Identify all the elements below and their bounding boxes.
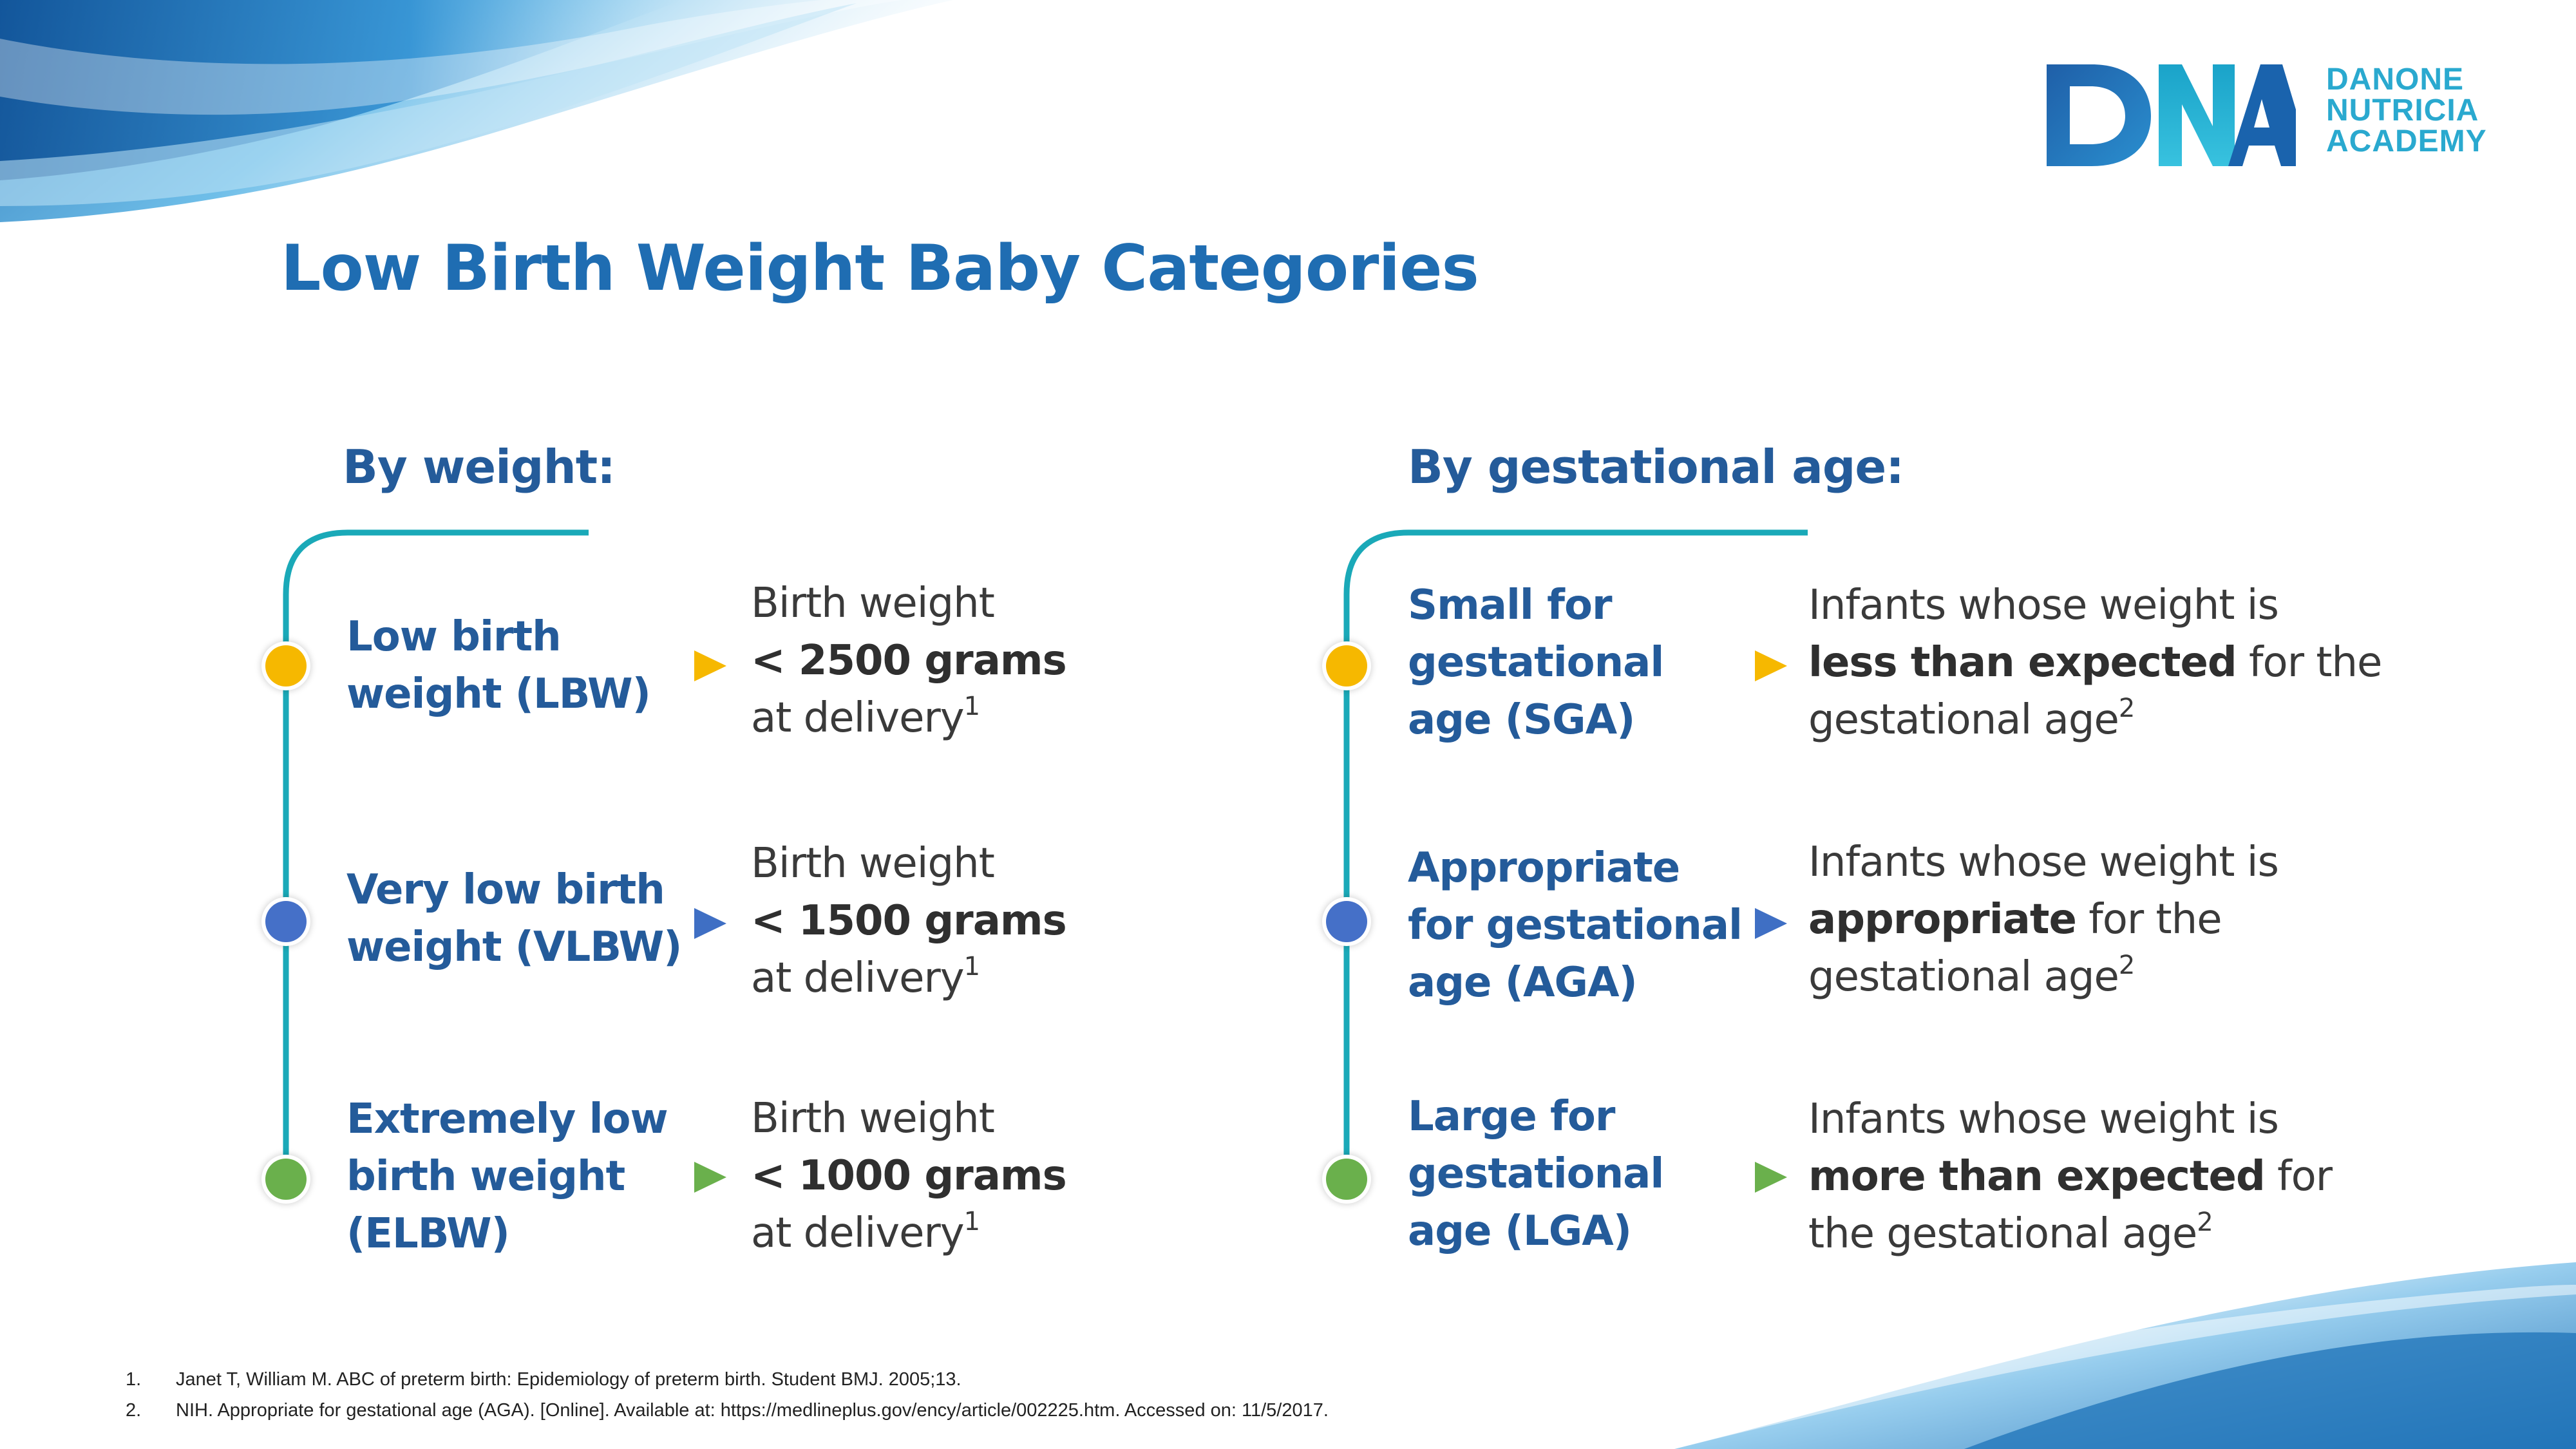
aga-description: Infants whose weight is appropriate for … — [1808, 834, 2279, 1006]
category-vlbw-label: Very low birth weight (VLBW) — [346, 862, 682, 976]
category-label-line: gestational — [1408, 1150, 1664, 1198]
reference-number: 1. — [126, 1369, 142, 1390]
category-label-line: Very low birth — [346, 866, 665, 914]
desc-line: Infants whose weight is — [1808, 582, 2279, 629]
ref-superscript: 1 — [963, 692, 980, 721]
desc-bold: less than expected — [1808, 639, 2237, 687]
desc-line: gestational age — [1808, 696, 2119, 744]
ref-superscript: 2 — [2197, 1208, 2213, 1237]
desc-bold: more than expected — [1808, 1153, 2266, 1200]
reference-text: NIH. Appropriate for gestational age (AG… — [176, 1400, 1329, 1421]
arrow-right-icon — [1755, 1162, 1787, 1193]
desc-line: for the — [2076, 896, 2222, 943]
desc-line: Infants whose weight is — [1808, 1095, 2279, 1143]
desc-line: for — [2264, 1153, 2333, 1200]
category-label-line: Low birth — [346, 613, 562, 661]
category-aga-label: Appropriate for gestational age (AGA) — [1408, 840, 1743, 1012]
category-label-line: age (SGA) — [1408, 696, 1635, 744]
reference-number: 2. — [126, 1400, 142, 1421]
dna-logo: DANONE NUTRICIA ACADEMY — [2041, 57, 2492, 169]
desc-line: Birth weight — [751, 1095, 995, 1142]
desc-bold: < 2500 grams — [751, 637, 1067, 685]
category-sga-label: Small for gestational age (SGA) — [1408, 577, 1664, 749]
dna-logo-mark — [2047, 64, 2296, 166]
category-label-line: Extremely low — [346, 1095, 668, 1143]
category-label-line: gestational — [1408, 639, 1664, 687]
references: 1. Janet T, William M. ABC of preterm bi… — [126, 1364, 1329, 1426]
reference-item: 2. NIH. Appropriate for gestational age … — [126, 1395, 1329, 1426]
weight-dot-elbw — [265, 1159, 307, 1200]
logo-line-danone: DANONE — [2326, 62, 2465, 97]
reference-text: Janet T, William M. ABC of preterm birth… — [176, 1369, 961, 1390]
ref-superscript: 2 — [2118, 694, 2135, 723]
ref-superscript: 1 — [963, 1207, 980, 1236]
weight-dot-vlbw — [265, 901, 307, 942]
desc-line: the gestational age — [1808, 1210, 2197, 1258]
logo-line-academy: ACADEMY — [2326, 124, 2487, 158]
gestational-timeline-line — [1343, 529, 1808, 1191]
dna-logo-text: DANONE NUTRICIA ACADEMY — [2326, 64, 2487, 157]
desc-line: Birth weight — [751, 580, 995, 627]
gestational-heading: By gestational age: — [1408, 440, 1904, 494]
category-label-line: Small for — [1408, 582, 1612, 629]
category-label-line: (ELBW) — [346, 1210, 510, 1258]
desc-bold: < 1000 grams — [751, 1152, 1067, 1200]
desc-line: at delivery — [751, 954, 965, 1002]
arrow-right-icon — [1755, 650, 1787, 681]
desc-line: gestational age — [1808, 953, 2119, 1001]
arrow-right-icon — [694, 650, 726, 681]
desc-line: Infants whose weight is — [1808, 838, 2279, 886]
category-label-line: Appropriate — [1408, 844, 1680, 892]
weight-dot-lbw — [265, 645, 307, 687]
desc-bold: < 1500 grams — [751, 897, 1067, 945]
desc-line: at delivery — [751, 1209, 965, 1257]
lbw-description: Birth weight < 2500 grams at delivery1 — [751, 575, 1067, 747]
category-label-line: weight (VLBW) — [346, 923, 682, 971]
arrow-right-icon — [694, 908, 726, 939]
elbw-description: Birth weight < 1000 grams at delivery1 — [751, 1090, 1067, 1262]
gestational-dot-lga — [1326, 1159, 1367, 1200]
desc-line: for the — [2236, 639, 2382, 687]
lga-description: Infants whose weight is more than expect… — [1808, 1091, 2333, 1263]
category-lbw-label: Low birth weight (LBW) — [346, 609, 651, 723]
arrow-right-icon — [1755, 908, 1787, 939]
logo-line-nutricia: NUTRICIA — [2326, 93, 2479, 128]
category-label-line: age (LGA) — [1408, 1208, 1632, 1255]
sga-description: Infants whose weight is less than expect… — [1808, 577, 2382, 749]
ref-superscript: 1 — [963, 952, 980, 981]
gestational-dot-sga — [1326, 645, 1367, 687]
category-elbw-label: Extremely low birth weight (ELBW) — [346, 1091, 668, 1263]
desc-bold: appropriate — [1808, 896, 2077, 943]
category-lga-label: Large for gestational age (LGA) — [1408, 1088, 1664, 1260]
arrow-right-icon — [694, 1162, 726, 1193]
ref-superscript: 2 — [2118, 951, 2135, 980]
desc-line: at delivery — [751, 694, 965, 742]
category-label-line: weight (LBW) — [346, 670, 651, 718]
page-title: Low Birth Weight Baby Categories — [281, 232, 1479, 305]
category-label-line: birth weight — [346, 1153, 625, 1200]
category-label-line: age (AGA) — [1408, 959, 1638, 1007]
weight-heading: By weight: — [343, 440, 616, 494]
reference-item: 1. Janet T, William M. ABC of preterm bi… — [126, 1364, 1329, 1395]
category-label-line: Large for — [1408, 1093, 1615, 1141]
gestational-dot-aga — [1326, 901, 1367, 942]
desc-line: Birth weight — [751, 840, 995, 887]
weight-timeline-line — [283, 529, 589, 1191]
category-label-line: for gestational — [1408, 902, 1743, 949]
vlbw-description: Birth weight < 1500 grams at delivery1 — [751, 835, 1067, 1007]
